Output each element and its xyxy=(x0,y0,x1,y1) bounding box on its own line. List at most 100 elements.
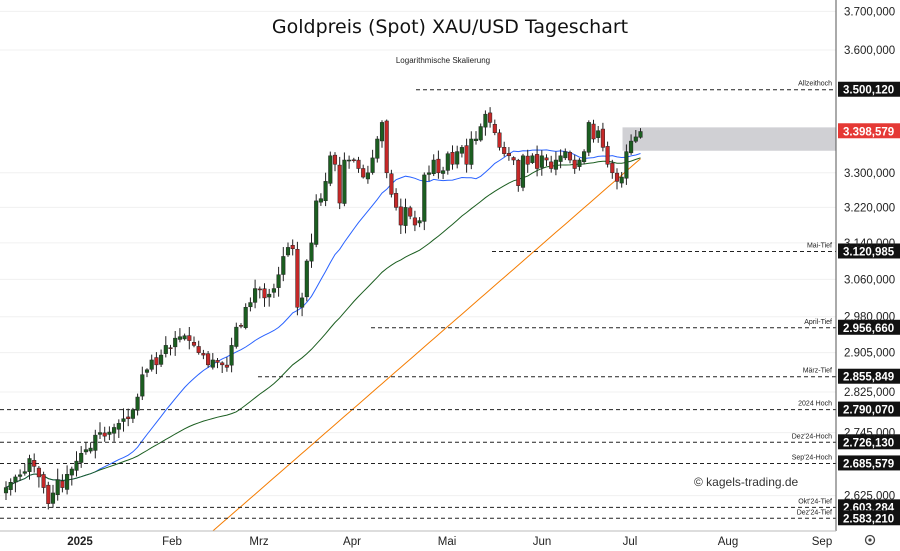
candle-body xyxy=(450,152,455,165)
candle-body xyxy=(549,161,554,169)
candle-body xyxy=(469,138,474,165)
candle-body xyxy=(610,162,615,174)
level-price-label: 3.398,579 xyxy=(843,126,894,138)
candle-body xyxy=(253,288,258,303)
level-tag: Allzeithoch xyxy=(798,81,832,88)
candle-body xyxy=(107,431,112,435)
level-tag: 2024 Hoch xyxy=(798,401,832,408)
time-axis: 2025 Feb Mrz Apr Mai Jun Jul Aug Sep xyxy=(67,536,832,548)
candle-body xyxy=(276,274,281,288)
candle-body xyxy=(290,245,295,250)
candle-body xyxy=(516,159,521,186)
candle-body xyxy=(384,120,389,174)
candle-body xyxy=(596,130,601,138)
price-levels: Allzeithoch 3.500,120 3.398,579 Mai-Tief 3.1… xyxy=(0,81,900,526)
candle-body xyxy=(304,260,309,298)
level-price-label: 2.855,849 xyxy=(843,372,894,384)
candle-body xyxy=(412,217,417,226)
level-price-box xyxy=(838,81,900,97)
candle-body xyxy=(69,468,74,476)
level-price-box xyxy=(838,510,900,526)
candle-body xyxy=(271,288,276,293)
time-tick-label: 2025 xyxy=(67,536,93,548)
level-price-box xyxy=(838,319,900,335)
level-price-label: 3.120,985 xyxy=(843,246,895,258)
price-tick-label: 3.060,000 xyxy=(844,274,895,286)
resistance-zone-box xyxy=(622,127,836,151)
candle-body xyxy=(567,152,573,161)
candle-body xyxy=(309,242,314,262)
candle-body xyxy=(530,155,535,163)
candle-body xyxy=(318,198,323,203)
candle-body xyxy=(591,123,596,140)
candle-body xyxy=(483,113,488,128)
price-tick-label: 2.980,000 xyxy=(844,312,895,324)
candle-body xyxy=(582,151,587,163)
candle-body xyxy=(408,207,413,217)
settings-gear-icon[interactable] xyxy=(864,534,876,546)
candle-body xyxy=(441,170,446,174)
candle-body xyxy=(60,480,65,488)
candle-body xyxy=(116,423,121,430)
candle-body xyxy=(126,416,131,420)
candle-body xyxy=(41,474,46,488)
candle-body xyxy=(18,474,23,477)
price-tick-label: 3.700,000 xyxy=(844,6,895,18)
candle-body xyxy=(262,288,267,299)
candle-body xyxy=(79,453,84,463)
candle-body xyxy=(398,206,403,226)
level-price-label: 2.956,660 xyxy=(843,323,894,335)
candle-body xyxy=(267,293,272,298)
candle-body xyxy=(445,153,450,171)
candle-body xyxy=(144,369,150,373)
candle-body xyxy=(102,432,107,437)
candle-body xyxy=(520,155,526,188)
candle-body xyxy=(600,128,605,148)
candle-body xyxy=(257,288,262,291)
moving-average-lines xyxy=(5,149,641,532)
candle-body xyxy=(149,359,154,370)
candle-body xyxy=(544,157,549,161)
candle-body xyxy=(351,159,356,161)
candle-body xyxy=(525,155,530,165)
candle-body xyxy=(97,432,103,435)
candle-body xyxy=(74,460,79,471)
candle-body xyxy=(238,325,244,327)
candle-body xyxy=(347,159,352,162)
level-price-label: 2.685,579 xyxy=(843,458,894,470)
candle-body xyxy=(558,155,563,162)
candle-body xyxy=(473,138,479,141)
candle-body xyxy=(285,247,291,256)
candle-body xyxy=(614,172,620,182)
candle-body xyxy=(488,112,493,123)
candle-body xyxy=(163,345,168,354)
resistance-zone xyxy=(622,127,836,151)
candle-body xyxy=(8,482,13,490)
plot-grid xyxy=(0,10,836,497)
level-price-box xyxy=(838,401,900,417)
candle-body xyxy=(492,124,497,134)
level-tag: Dez'24-Tief xyxy=(797,509,832,516)
level-price-label: 3.500,120 xyxy=(843,85,894,97)
time-tick-label: Sep xyxy=(812,536,832,548)
candle-body xyxy=(342,159,347,204)
candle-body xyxy=(422,174,427,222)
candle-body xyxy=(365,172,370,180)
candle-body xyxy=(88,447,93,452)
candle-body xyxy=(121,418,126,422)
candle-body xyxy=(629,140,634,154)
price-tick-label: 3.600,000 xyxy=(844,45,895,57)
candle-body xyxy=(436,158,441,174)
time-tick-label: Feb xyxy=(162,536,182,548)
candle-body xyxy=(370,157,375,173)
candle-body xyxy=(572,159,577,169)
candle-body xyxy=(243,307,248,328)
candle-body xyxy=(403,207,408,226)
candle-body xyxy=(300,297,305,308)
candle-body xyxy=(375,138,380,159)
candle-body xyxy=(431,159,436,175)
level-price-label: 2.583,210 xyxy=(843,513,894,525)
candle-body xyxy=(379,122,385,142)
